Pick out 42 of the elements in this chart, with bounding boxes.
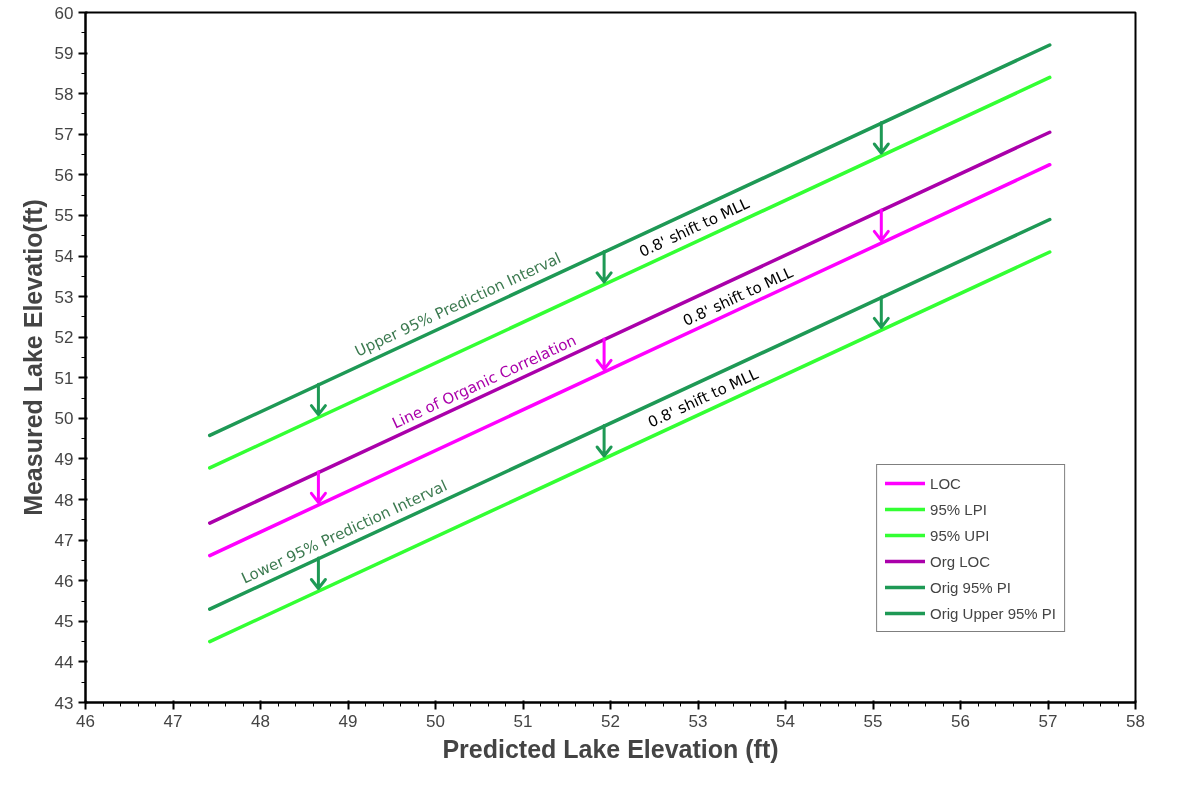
y-tick-label: 44 — [54, 652, 74, 672]
y-tick-label: 49 — [54, 449, 74, 469]
legend-label: Org LOC — [930, 552, 991, 570]
y-tick-label: 45 — [54, 612, 74, 632]
y-tick-label: 47 — [54, 531, 74, 551]
x-tick-label: 50 — [426, 711, 445, 731]
x-tick-label: 54 — [776, 711, 795, 731]
y-tick-label: 53 — [54, 287, 74, 307]
legend-label: Orig 95% PI — [930, 578, 1011, 596]
x-tick-label: 53 — [688, 711, 708, 731]
annotation: 0.8' shift to MLL — [680, 263, 797, 330]
legend-label: Orig Upper 95% PI — [930, 604, 1056, 622]
y-axis-title: Measured Lake Elevatio(ft) — [18, 199, 47, 516]
x-tick-label: 48 — [251, 711, 270, 731]
y-tick-label: 59 — [54, 44, 74, 64]
x-tick-label: 56 — [951, 711, 970, 731]
y-tick-label: 55 — [54, 206, 74, 226]
y-tick-label: 50 — [54, 409, 74, 429]
x-tick-label: 49 — [338, 711, 358, 731]
y-tick-label: 46 — [54, 571, 74, 591]
y-tick-label: 51 — [54, 368, 74, 388]
y-tick-label: 57 — [54, 125, 74, 145]
y-tick-label: 52 — [54, 328, 74, 348]
x-tick-label: 57 — [1038, 711, 1058, 731]
legend-label: LOC — [930, 474, 961, 492]
x-axis-title: Predicted Lake Elevation (ft) — [442, 734, 779, 763]
legend-label: 95% UPI — [930, 526, 990, 544]
x-tick-label: 46 — [76, 711, 95, 731]
x-tick-label: 55 — [863, 711, 883, 731]
y-tick-label: 58 — [54, 84, 74, 104]
y-tick-label: 48 — [54, 490, 74, 510]
annotation: 0.8' shift to MLL — [636, 194, 753, 261]
x-tick-label: 51 — [513, 711, 533, 731]
y-tick-label: 56 — [54, 165, 74, 185]
y-tick-label: 60 — [54, 3, 74, 23]
y-tick-label: 43 — [54, 693, 74, 713]
legend-label: 95% LPI — [930, 500, 987, 518]
x-tick-label: 52 — [601, 711, 620, 731]
x-tick-label: 58 — [1126, 711, 1145, 731]
annotation: 0.8' shift to MLL — [645, 364, 762, 432]
y-tick-label: 54 — [54, 247, 74, 267]
x-tick-label: 47 — [163, 711, 183, 731]
